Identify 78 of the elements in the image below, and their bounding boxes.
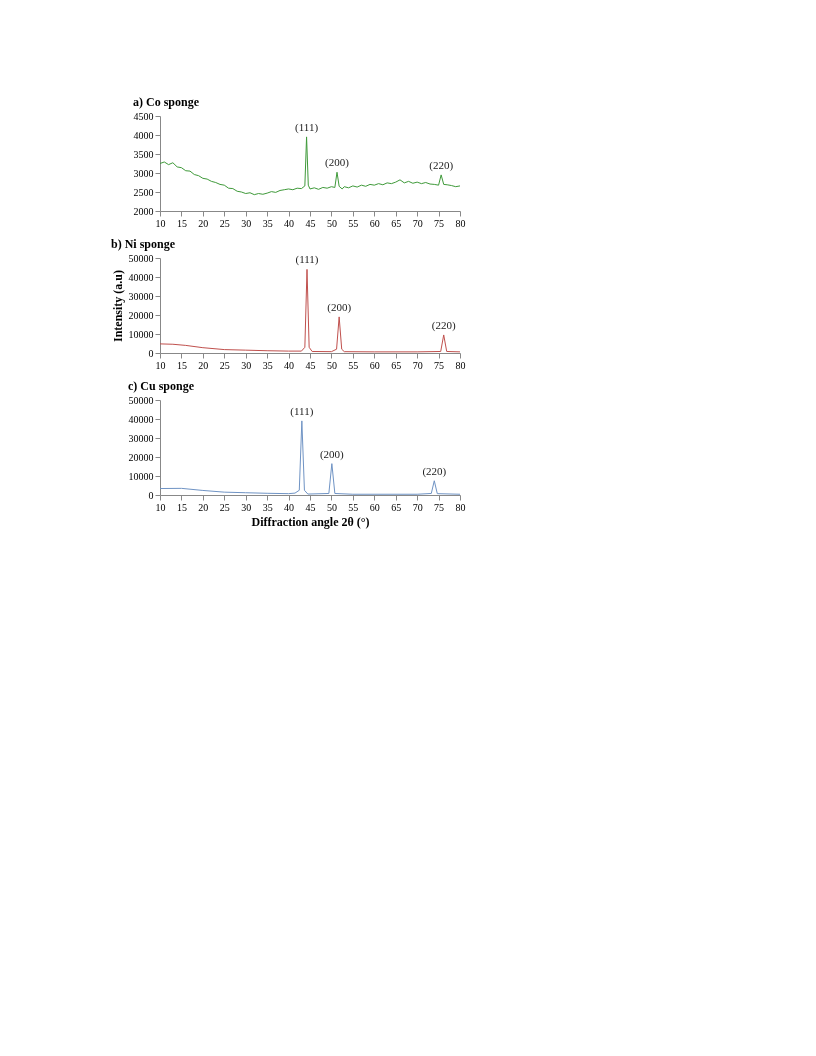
x-tick-label: 50 bbox=[326, 501, 337, 513]
x-tick-label: 80 bbox=[455, 359, 466, 371]
x-tick-label: 75 bbox=[434, 501, 445, 513]
x-tick-label: 20 bbox=[198, 217, 209, 229]
x-tick-label: 80 bbox=[455, 501, 466, 513]
x-tick-label: 45 bbox=[305, 359, 316, 371]
y-tick-label: 3500 bbox=[133, 148, 154, 160]
annotation: (200) bbox=[319, 447, 345, 461]
x-tick-label: 65 bbox=[391, 359, 402, 371]
x-tick-label: 15 bbox=[176, 359, 187, 371]
x-tick-label: 60 bbox=[369, 359, 380, 371]
y-tick-label: 2500 bbox=[133, 186, 154, 198]
x-tick-label: 25 bbox=[219, 217, 230, 229]
annotation: (111) bbox=[295, 120, 319, 134]
x-tick-label: 65 bbox=[391, 501, 402, 513]
y-tick-label: 30000 bbox=[128, 432, 154, 444]
y-tick-label: 50000 bbox=[128, 252, 154, 264]
x-tick-label: 35 bbox=[262, 217, 273, 229]
x-tick-label: 40 bbox=[284, 217, 295, 229]
annotation: (220) bbox=[429, 158, 454, 172]
annotation: (111) bbox=[290, 404, 314, 418]
x-tick-label: 60 bbox=[369, 217, 380, 229]
x-tick-label: 50 bbox=[326, 359, 337, 371]
y-tick-label: 2000 bbox=[133, 205, 154, 217]
annotation: (200) bbox=[327, 300, 352, 314]
x-tick-label: 25 bbox=[219, 359, 230, 371]
x-tick-label: 60 bbox=[369, 501, 380, 513]
y-tick-label: 20000 bbox=[128, 309, 154, 321]
line-series bbox=[159, 136, 461, 196]
x-axis-title: Diffraction angle 2θ (°) bbox=[251, 514, 370, 529]
annotation: (111) bbox=[295, 253, 319, 267]
y-axis-title: Intensity (a.u) bbox=[110, 269, 125, 343]
x-tick-label: 75 bbox=[434, 217, 445, 229]
x-tick-label: 10 bbox=[155, 501, 166, 513]
y-tick-label: 10000 bbox=[128, 328, 154, 340]
x-tick-label: 30 bbox=[241, 501, 252, 513]
x-tick-label: 40 bbox=[284, 359, 295, 371]
annotation: (220) bbox=[422, 464, 447, 478]
y-tick-label: 10000 bbox=[128, 470, 154, 482]
annotation: (220) bbox=[431, 318, 456, 332]
x-tick-label: 20 bbox=[198, 501, 209, 513]
y-tick-label: 40000 bbox=[128, 413, 154, 425]
chart-title: c) Cu sponge bbox=[128, 379, 195, 393]
x-tick-label: 55 bbox=[348, 359, 359, 371]
chart-title: a) Co sponge bbox=[133, 95, 200, 109]
x-tick-label: 10 bbox=[155, 359, 166, 371]
y-tick-label: 4500 bbox=[133, 110, 154, 122]
chart-title: b) Ni sponge bbox=[111, 237, 176, 251]
x-tick-label: 20 bbox=[198, 359, 209, 371]
x-tick-label: 45 bbox=[305, 501, 316, 513]
x-tick-label: 80 bbox=[455, 217, 466, 229]
y-tick-label: 0 bbox=[148, 347, 154, 359]
x-tick-label: 35 bbox=[262, 501, 273, 513]
x-tick-label: 65 bbox=[391, 217, 402, 229]
x-tick-label: 70 bbox=[412, 501, 423, 513]
x-tick-label: 30 bbox=[241, 359, 252, 371]
x-tick-label: 35 bbox=[262, 359, 273, 371]
x-tick-label: 50 bbox=[326, 217, 337, 229]
x-tick-label: 15 bbox=[176, 501, 187, 513]
x-tick-label: 70 bbox=[412, 359, 423, 371]
y-tick-label: 3000 bbox=[133, 167, 154, 179]
x-tick-label: 45 bbox=[305, 217, 316, 229]
annotation: (200) bbox=[325, 156, 350, 170]
y-tick-label: 40000 bbox=[128, 271, 154, 283]
x-tick-label: 30 bbox=[241, 217, 252, 229]
x-tick-label: 25 bbox=[219, 501, 230, 513]
y-tick-label: 30000 bbox=[128, 290, 154, 302]
x-tick-label: 75 bbox=[434, 359, 445, 371]
y-tick-label: 0 bbox=[148, 489, 154, 501]
x-tick-label: 40 bbox=[284, 501, 295, 513]
x-tick-label: 55 bbox=[348, 217, 359, 229]
y-tick-label: 20000 bbox=[128, 451, 154, 463]
y-tick-label: 50000 bbox=[128, 394, 154, 406]
x-tick-label: 70 bbox=[412, 217, 423, 229]
x-tick-label: 55 bbox=[348, 501, 359, 513]
x-tick-label: 15 bbox=[176, 217, 187, 229]
y-tick-label: 4000 bbox=[133, 129, 154, 141]
x-tick-label: 10 bbox=[155, 217, 166, 229]
